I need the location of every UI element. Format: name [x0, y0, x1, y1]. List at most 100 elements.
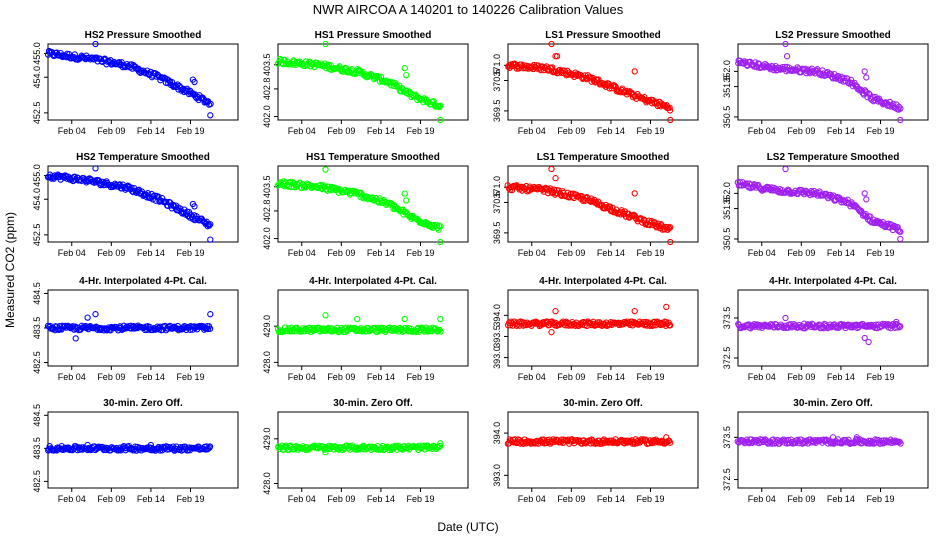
data-point — [751, 181, 758, 188]
x-tick-label: Feb 19 — [636, 248, 664, 258]
outlier-point — [401, 65, 408, 72]
x-tick-label: Feb 04 — [518, 494, 546, 504]
plot-frame — [737, 43, 929, 121]
outlier-point — [322, 40, 329, 48]
x-tick-label: Feb 19 — [866, 248, 894, 258]
outlier-point — [552, 307, 559, 315]
data-point — [302, 58, 310, 65]
outlier-point — [354, 315, 361, 323]
plot-frame — [277, 43, 469, 121]
panel-hs2-pressure: HS2 Pressure Smoothed Feb 04 Feb 09 Feb 14 F… — [32, 30, 239, 136]
y-tick-label: 454.0 — [32, 188, 42, 211]
data-point — [667, 439, 674, 446]
x-tick-label: Feb 19 — [866, 494, 894, 504]
y-tick-label: 352.0 — [722, 60, 732, 83]
x-tick-label: Feb 09 — [327, 372, 355, 382]
panel-ls1-temperature: LS1 Temperature Smoothed Feb 04 Feb 09 Feb … — [492, 152, 699, 258]
x-tick-label: Feb 14 — [827, 248, 855, 258]
x-tick-label: Feb 14 — [597, 248, 625, 258]
outlier-point — [207, 311, 214, 318]
y-tick-label: 373.5 — [722, 426, 732, 449]
data-point — [430, 98, 437, 105]
data-point — [304, 327, 312, 335]
series-LS1 — [504, 303, 674, 336]
x-tick-label: Feb 14 — [597, 494, 625, 504]
data-point — [840, 321, 847, 328]
outlier-point — [437, 116, 444, 124]
data-point — [436, 443, 444, 450]
panel-title: HS2 Pressure Smoothed — [85, 30, 202, 41]
x-tick-label: Feb 04 — [58, 126, 86, 136]
outlier-point — [403, 197, 410, 204]
panel-title: 30-min. Zero Off. — [563, 398, 643, 409]
y-tick-label: 352.0 — [722, 182, 732, 205]
y-tick-label: 484.5 — [32, 282, 42, 305]
series-HS1 — [274, 40, 444, 124]
series-LS2 — [734, 165, 904, 243]
panel-title: 30-min. Zero Off. — [333, 398, 413, 409]
data-point — [841, 74, 848, 82]
x-tick-label: Feb 19 — [406, 126, 434, 136]
data-point — [897, 323, 904, 330]
y-tick-label: 483.5 — [32, 437, 42, 460]
plot-frame — [737, 411, 929, 489]
outlier-point — [897, 235, 904, 243]
x-tick-label: Feb 14 — [137, 126, 165, 136]
data-point — [72, 443, 79, 450]
outlier-point — [861, 334, 868, 342]
outlier-point — [631, 190, 638, 197]
x-tick-label: Feb 04 — [58, 248, 86, 258]
data-point — [510, 61, 518, 68]
x-tick-label: Feb 04 — [288, 248, 316, 258]
outlier-point — [667, 238, 674, 246]
panel-title: LS1 Pressure Smoothed — [545, 30, 661, 41]
y-tick-label: 402.0 — [262, 227, 272, 250]
data-point — [287, 328, 294, 335]
x-tick-label: Feb 19 — [636, 494, 664, 504]
outlier-point — [863, 74, 870, 81]
data-point — [666, 107, 674, 114]
y-tick-label: 428.0 — [262, 472, 272, 495]
data-point — [612, 83, 619, 91]
outlier-point — [437, 440, 444, 447]
plot-frame — [507, 43, 699, 121]
data-point — [206, 222, 213, 229]
y-tick-label: 393.0 — [492, 346, 502, 369]
panel-ls2-zero: 30-min. Zero Off. Feb 04 Feb 09 Feb 14 Feb 1… — [722, 398, 929, 504]
plot-frame — [47, 411, 239, 489]
x-tick-label: Feb 04 — [518, 248, 546, 258]
outlier-point — [552, 175, 559, 182]
data-point — [437, 328, 444, 335]
y-tick-label: 403.5 — [262, 53, 272, 76]
x-tick-label: Feb 14 — [827, 494, 855, 504]
data-point — [844, 75, 851, 82]
data-point — [813, 189, 820, 196]
panel-title: HS1 Temperature Smoothed — [306, 152, 440, 163]
x-tick-label: Feb 09 — [97, 494, 125, 504]
x-tick-label: Feb 19 — [406, 248, 434, 258]
series-LS2 — [735, 40, 904, 124]
outlier-point — [437, 315, 444, 323]
x-tick-label: Feb 09 — [327, 126, 355, 136]
y-tick-label: 351.5 — [722, 75, 732, 98]
y-tick-label: 455.0 — [32, 42, 42, 65]
panel-title: 4-Hr. Interpolated 4-Pt. Cal. — [539, 276, 667, 287]
panel-grid: HS2 Pressure Smoothed Feb 04 Feb 09 Feb 14 F… — [32, 30, 929, 504]
y-tick-label: 370.5 — [492, 69, 502, 92]
panel-title: 30-min. Zero Off. — [793, 398, 873, 409]
panel-title: 4-Hr. Interpolated 4-Pt. Cal. — [79, 276, 207, 287]
x-tick-label: Feb 09 — [557, 494, 585, 504]
data-point — [666, 104, 673, 111]
x-tick-label: Feb 04 — [748, 126, 776, 136]
series-LS1 — [504, 434, 674, 447]
x-tick-label: Feb 09 — [787, 126, 815, 136]
x-axis-title: Date (UTC) — [437, 520, 498, 534]
plot-frame — [277, 165, 469, 243]
outlier-point — [322, 449, 329, 456]
series-LS2 — [735, 314, 904, 346]
y-tick-label: 482.5 — [32, 470, 42, 493]
series-HS2 — [44, 40, 214, 119]
y-tick-label: 351.5 — [722, 197, 732, 220]
outlier-point — [897, 116, 904, 124]
outlier-point — [401, 315, 408, 323]
